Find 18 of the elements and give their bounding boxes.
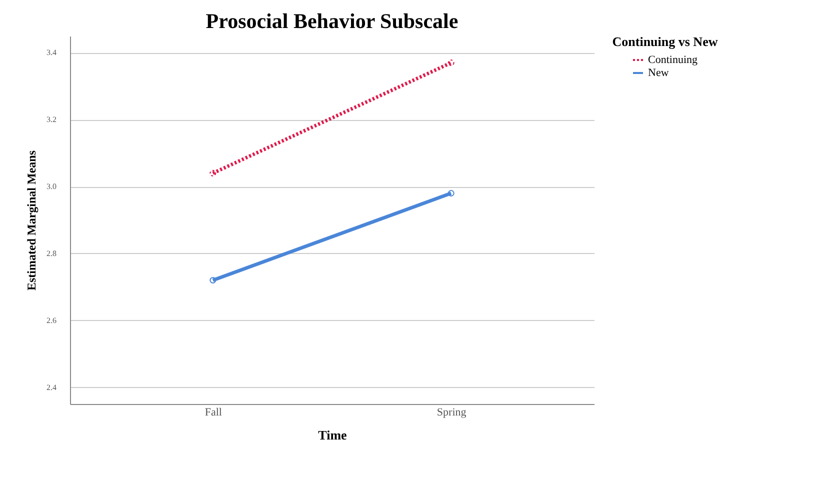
y-tick-label: 3.0	[46, 182, 56, 192]
point	[210, 276, 216, 284]
y-axis-title: Estimated Marginal Means	[24, 150, 38, 290]
x-tick-label: Fall	[204, 406, 222, 418]
x-axis-title: Time	[318, 428, 348, 442]
legend-label: New	[648, 67, 669, 79]
legend-label: Continuing	[648, 54, 698, 66]
x-tick-label: Spring	[436, 406, 467, 418]
y-tick-label: 3.2	[46, 115, 56, 124]
y-tick-label: 3.4	[46, 48, 56, 58]
y-tick-label: 2.8	[46, 248, 56, 258]
y-tick-label: 2.4	[46, 382, 56, 392]
point	[448, 190, 454, 196]
y-tick-label: 2.6	[46, 316, 56, 325]
point	[448, 60, 454, 66]
legend-title: Continuing vs New	[612, 34, 718, 49]
point	[210, 170, 216, 176]
chart-title: Prosocial Behavior Subscale	[206, 9, 458, 33]
